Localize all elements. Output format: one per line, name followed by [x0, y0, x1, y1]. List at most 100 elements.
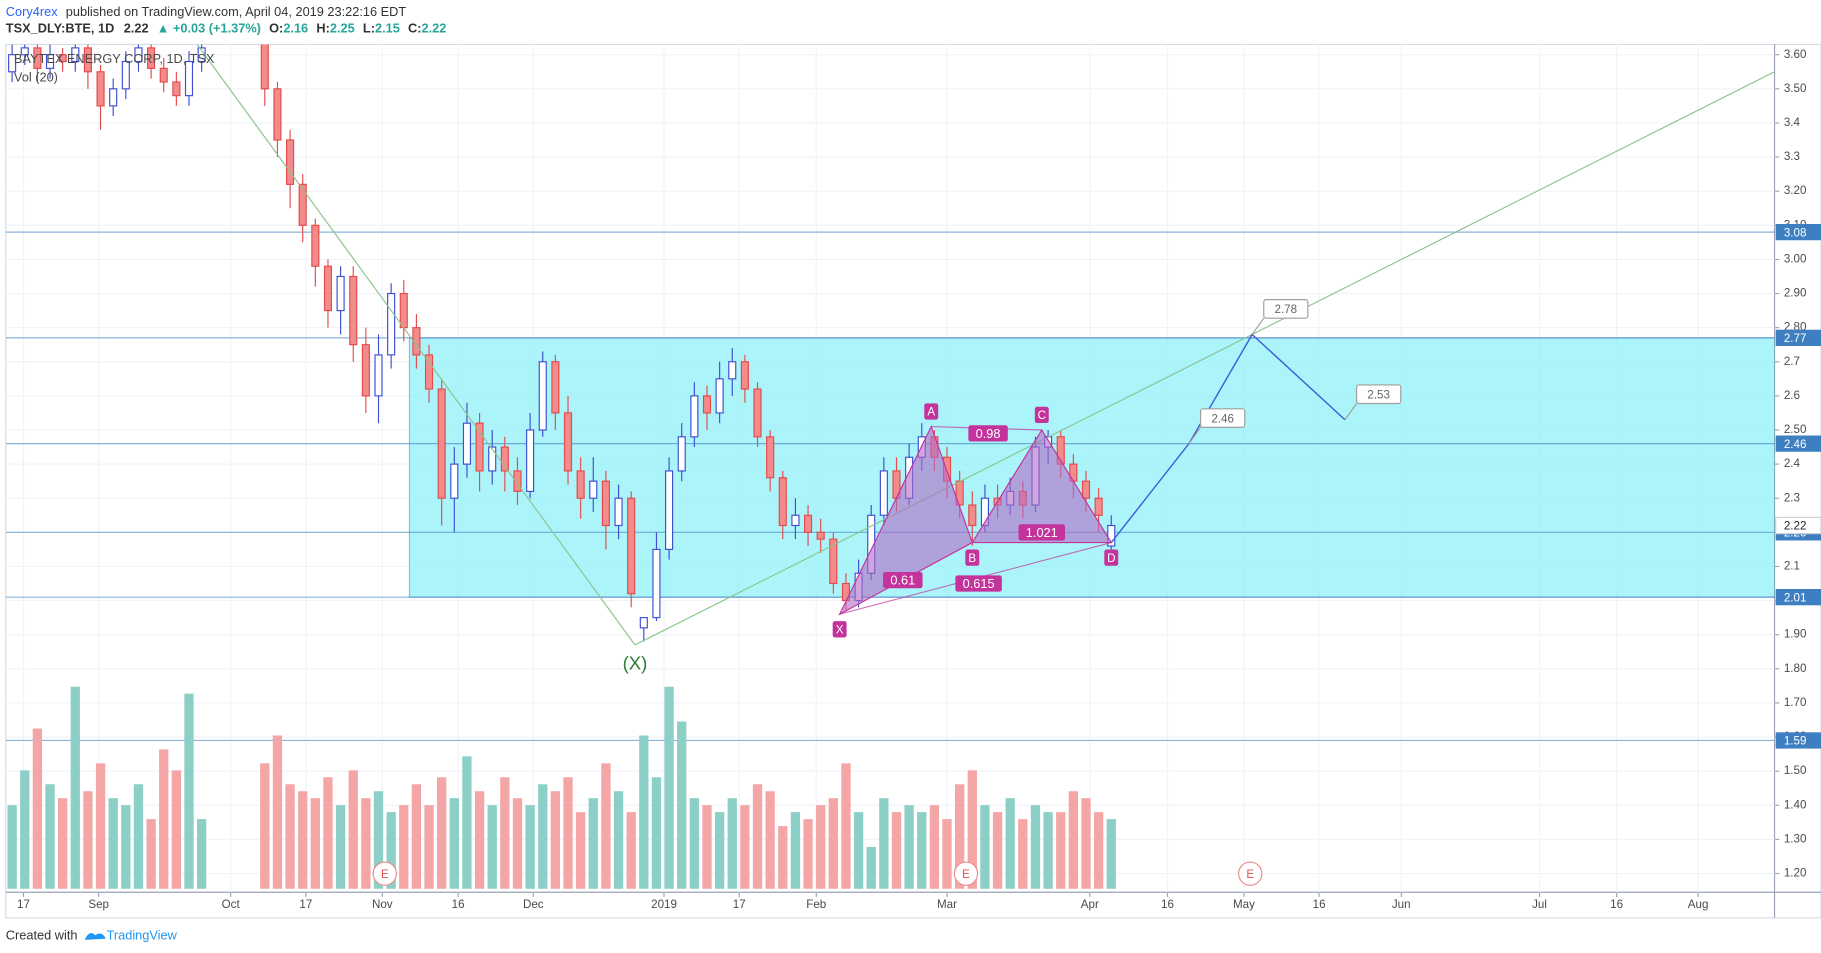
volume-bar [108, 798, 118, 889]
volume-bar [702, 805, 712, 889]
volume-bar [1068, 791, 1079, 889]
volume-bar [159, 749, 169, 889]
event-label: E [381, 868, 389, 881]
y-tick-label: 3.60 [1784, 48, 1807, 61]
footer-brand[interactable]: TradingView [107, 928, 178, 943]
projection-label: 2.46 [1211, 412, 1234, 425]
volume-bar [323, 777, 333, 889]
y-tick-label: 2.3 [1784, 491, 1800, 504]
candle-body [500, 446, 509, 472]
volume-bar [184, 693, 194, 889]
y-tick-label: 1.50 [1784, 764, 1807, 777]
candle-body [96, 71, 105, 107]
level-axis-box [1775, 329, 1821, 347]
plot-area: (X) X A B C D 0.61 0.98 1.021 0.615 2.46 2.78 2.53 E E… [5, 44, 1775, 889]
volume-bar [917, 812, 927, 889]
candle-body [323, 265, 333, 312]
candle-body [286, 139, 295, 185]
footer-text: Created with [6, 928, 78, 943]
volume-bar [841, 763, 851, 889]
volume-bar [689, 798, 699, 889]
candle-body [715, 378, 724, 414]
volume-bar [613, 791, 624, 889]
y-tick-label: 3.50 [1784, 82, 1807, 95]
event-marker [1238, 861, 1263, 886]
projection-box [1199, 408, 1246, 428]
level-axis-box [1775, 223, 1821, 241]
candle-body [83, 47, 92, 73]
volume-bar [196, 819, 207, 889]
candle-body [184, 60, 194, 97]
pattern-triangle [971, 428, 1113, 544]
y-tick-label: 3.00 [1784, 252, 1807, 265]
y-tick-label: 1.70 [1784, 696, 1807, 709]
y-tick-label: 1.20 [1784, 867, 1807, 880]
axes: 1.201.301.401.501.601.701.801.902.002.12… [17, 48, 1821, 911]
volume-bar [285, 784, 295, 889]
level-axis-box [1775, 732, 1821, 749]
candle-body [538, 361, 547, 431]
ohlc-key: O: [269, 21, 283, 36]
ohlc-value: 2.22 [422, 21, 447, 36]
volume-bar [765, 791, 775, 889]
candle-body [803, 514, 813, 533]
candle-body [551, 361, 560, 414]
legend-volume: Vol (20) [14, 70, 58, 85]
volume-bar [1056, 812, 1066, 889]
ratio-label: 0.615 [963, 576, 995, 591]
candle-body [879, 470, 888, 516]
x-tick-label: Aug [1688, 898, 1709, 911]
volume-bar [45, 784, 55, 889]
candle-body [652, 548, 661, 619]
candle-body [816, 531, 825, 540]
x-tick-label: Feb [806, 898, 826, 911]
x-tick-label: May [1233, 898, 1255, 911]
candle-body [311, 224, 320, 267]
volume-bar [563, 777, 573, 889]
volume-bar [500, 777, 510, 889]
volume-bar [904, 805, 914, 889]
volume-bar [260, 763, 270, 889]
candle-body [387, 292, 396, 356]
level-axis-label: 1.59 [1784, 735, 1807, 748]
volume-bar [664, 686, 674, 889]
volume-bar [866, 846, 876, 889]
volume-bar [778, 826, 788, 889]
projection-callout [1251, 317, 1265, 335]
volume-bar [386, 812, 396, 889]
ohlc-value: 2.16 [283, 21, 308, 36]
candle-body [33, 47, 42, 69]
candle-body [424, 354, 434, 390]
candle-body [968, 504, 977, 527]
volume-bar [83, 791, 93, 889]
event-marker [953, 861, 979, 886]
volume-bar [58, 798, 68, 889]
header-line-2: TSX_DLY:BTE, 1D 2.22 ▲ +0.03 (+1.37%) O:… [6, 21, 447, 36]
y-tick-label: 2.6 [1784, 389, 1800, 402]
volume-bar [790, 812, 801, 889]
y-tick-label: 2.90 [1784, 287, 1807, 300]
y-tick-label: 3.3 [1784, 150, 1800, 163]
footer: Created with TradingView [6, 928, 178, 943]
volume-bar [32, 728, 43, 889]
ohlc-value: 2.15 [375, 21, 400, 36]
ohlc-value: 2.25 [330, 21, 355, 36]
zone [408, 337, 1775, 598]
candle-body [740, 361, 749, 390]
x-tick-label: 17 [17, 898, 30, 911]
volume-bar [7, 805, 17, 889]
volume-bar [411, 784, 422, 889]
author[interactable]: Cory4rex [6, 4, 58, 19]
ohlc-key: L: [363, 21, 375, 36]
candle-body [298, 183, 307, 226]
legend-symbol: BAYTEX ENERGY CORP, 1D, TSX [14, 51, 215, 66]
brand-logo [84, 933, 106, 940]
volume-bar [373, 791, 384, 889]
projection-box [1263, 299, 1309, 319]
candle-body [159, 67, 168, 83]
pattern-point-box [1104, 549, 1119, 566]
volume-bar [335, 805, 346, 889]
candle-body [778, 477, 787, 527]
candle-body [690, 395, 699, 438]
volume-bar [171, 770, 182, 889]
